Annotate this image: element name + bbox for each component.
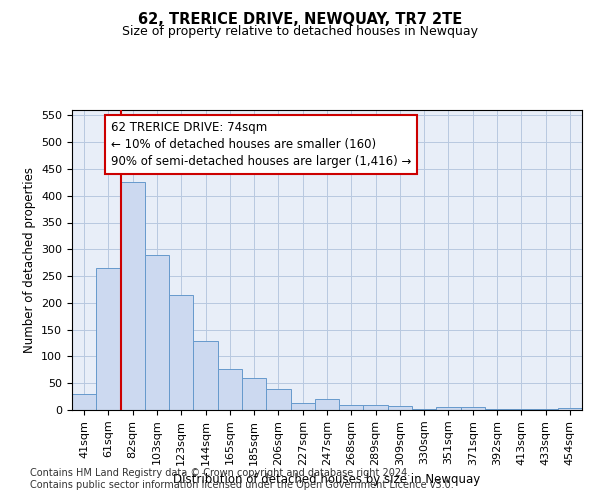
Bar — [218, 370, 242, 410]
Bar — [96, 268, 121, 410]
Bar — [485, 409, 509, 410]
Bar — [121, 182, 145, 410]
X-axis label: Distribution of detached houses by size in Newquay: Distribution of detached houses by size … — [173, 473, 481, 486]
Bar — [242, 378, 266, 410]
Bar — [461, 408, 485, 410]
Bar — [412, 409, 436, 410]
Bar — [145, 254, 169, 410]
Bar — [436, 408, 461, 410]
Bar — [388, 406, 412, 410]
Bar — [339, 404, 364, 410]
Bar — [193, 342, 218, 410]
Bar — [266, 388, 290, 410]
Text: Contains HM Land Registry data © Crown copyright and database right 2024.: Contains HM Land Registry data © Crown c… — [30, 468, 410, 477]
Bar — [315, 400, 339, 410]
Text: Size of property relative to detached houses in Newquay: Size of property relative to detached ho… — [122, 25, 478, 38]
Bar — [509, 409, 533, 410]
Text: 62 TRERICE DRIVE: 74sqm
← 10% of detached houses are smaller (160)
90% of semi-d: 62 TRERICE DRIVE: 74sqm ← 10% of detache… — [111, 120, 411, 168]
Bar — [72, 394, 96, 410]
Y-axis label: Number of detached properties: Number of detached properties — [23, 167, 35, 353]
Bar — [558, 408, 582, 410]
Bar — [169, 295, 193, 410]
Text: Contains public sector information licensed under the Open Government Licence v3: Contains public sector information licen… — [30, 480, 454, 490]
Bar — [364, 405, 388, 410]
Text: 62, TRERICE DRIVE, NEWQUAY, TR7 2TE: 62, TRERICE DRIVE, NEWQUAY, TR7 2TE — [138, 12, 462, 28]
Bar — [533, 409, 558, 410]
Bar — [290, 402, 315, 410]
